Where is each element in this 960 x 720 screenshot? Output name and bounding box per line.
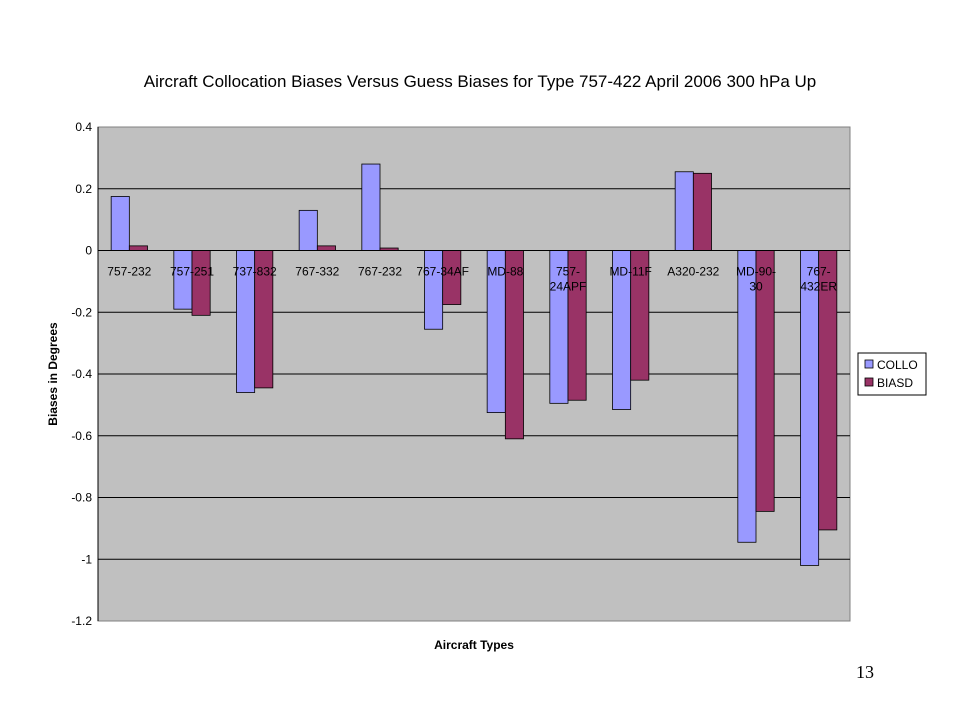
chart-title: Aircraft Collocation Biases Versus Guess… [144, 72, 817, 91]
x-tick-label: 30 [749, 280, 763, 294]
y-axis-title: Biases in Degrees [46, 322, 60, 426]
legend-label-collo: COLLO [877, 358, 918, 372]
bar-biasd-0 [128, 245, 148, 251]
x-tick-label: 737-832 [233, 265, 277, 279]
legend-label-biasd: BIASD [877, 376, 913, 390]
x-tick-label: 767-232 [358, 265, 402, 279]
y-tick-label: 0.4 [75, 120, 92, 134]
legend-swatch-collo [864, 359, 874, 369]
x-tick-label: MD-11F [609, 265, 651, 279]
y-tick-label: -0.8 [71, 491, 92, 505]
x-tick-label: 767-34AF [416, 265, 469, 279]
bar-collo-10 [737, 250, 757, 543]
y-tick-label: -1 [81, 552, 92, 566]
bar-collo-0 [110, 196, 130, 251]
y-tick-labels: 0.4 0.2 0 -0.2 -0.4 -0.6 -0.8 -1 -1.2 [71, 120, 92, 628]
bars [110, 163, 838, 566]
x-tick-label: 757-232 [107, 265, 151, 279]
bar-collo-11 [800, 250, 820, 566]
y-tick-label: -1.2 [71, 614, 92, 628]
x-tick-label: A320-232 [667, 265, 719, 279]
x-tick-label: 432ER [800, 280, 837, 294]
legend-swatch-biasd [864, 377, 874, 387]
x-tick-label: 767-332 [295, 265, 339, 279]
bar-biasd-1 [191, 250, 211, 316]
y-tick-label: 0 [85, 244, 92, 258]
x-tick-label: 757- [556, 265, 580, 279]
x-tick-label: 24APF [550, 280, 587, 294]
bar-collo-4 [361, 163, 381, 251]
y-tick-label: 0.2 [75, 182, 92, 196]
x-tick-labels: 757-232 757-251 737-832 767-332 767-232 767-3… [107, 265, 837, 294]
x-tick-label: 767- [807, 265, 831, 279]
bar-collo-5 [424, 250, 444, 330]
bar-collo-3 [298, 209, 318, 251]
bar-biasd-3 [316, 245, 336, 251]
y-tick-label: -0.6 [71, 429, 92, 443]
x-axis-title: Aircraft Types [434, 638, 514, 652]
bar-biasd-9 [692, 172, 712, 251]
x-tick-label: MD-88 [487, 265, 523, 279]
bar-collo-9 [674, 171, 694, 251]
bar-collo-1 [173, 250, 193, 310]
page-number: 13 [856, 662, 874, 682]
bar-biasd-6 [504, 250, 524, 440]
y-tick-label: -0.4 [71, 367, 92, 381]
x-tick-label: 757-251 [170, 265, 214, 279]
x-tick-label: MD-90- [736, 265, 776, 279]
y-tick-label: -0.2 [71, 305, 92, 319]
legend: COLLO BIASD [857, 352, 927, 396]
